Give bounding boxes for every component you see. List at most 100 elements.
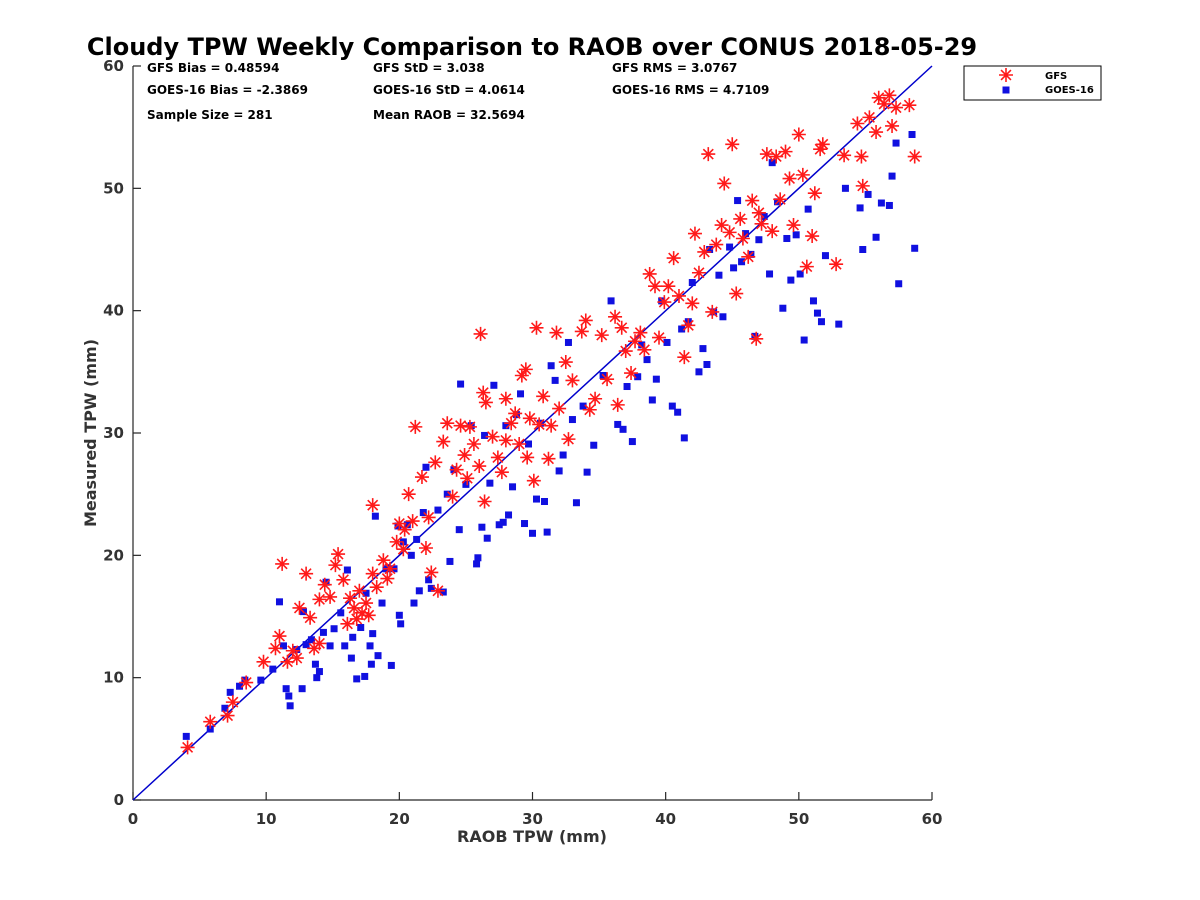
gfs-point bbox=[508, 406, 523, 421]
gfs-point bbox=[807, 186, 822, 201]
gfs-point bbox=[518, 362, 533, 377]
goes16-point bbox=[286, 702, 294, 710]
goes16-point bbox=[337, 609, 345, 617]
gfs-point bbox=[652, 330, 667, 345]
goes16-point bbox=[568, 416, 576, 424]
goes16-point bbox=[257, 676, 265, 684]
gfs-point bbox=[907, 149, 922, 164]
gfs-point bbox=[256, 654, 271, 669]
goes16-point bbox=[543, 528, 551, 536]
stat-gfs-std: GFS StD = 3.038 bbox=[373, 61, 485, 75]
legend-goes16-label: GOES-16 bbox=[1045, 85, 1094, 96]
gfs-point bbox=[749, 331, 764, 346]
gfs-point bbox=[504, 416, 519, 431]
goes16-point bbox=[551, 376, 559, 384]
gfs-point bbox=[877, 96, 892, 111]
goes16-point bbox=[521, 520, 529, 528]
goes16-point bbox=[787, 276, 795, 284]
gfs-point bbox=[397, 522, 412, 537]
goes16-point bbox=[182, 732, 190, 740]
gfs-point bbox=[624, 366, 639, 381]
gfs-point bbox=[902, 98, 917, 113]
gfs-point bbox=[303, 610, 318, 625]
goes16-point bbox=[285, 692, 293, 700]
gfs-point bbox=[405, 514, 420, 529]
goes16-point bbox=[859, 246, 867, 253]
gfs-point bbox=[307, 641, 322, 656]
gfs-point bbox=[352, 583, 367, 598]
gfs-point bbox=[677, 350, 692, 365]
gfs-point bbox=[717, 176, 732, 191]
gfs-point bbox=[671, 288, 686, 303]
goes16-point bbox=[540, 498, 548, 506]
goes16-point bbox=[410, 599, 418, 607]
gfs-point bbox=[722, 225, 737, 240]
gfs-point bbox=[436, 434, 451, 449]
goes16-point bbox=[559, 451, 567, 459]
gfs-point bbox=[365, 498, 380, 513]
gfs-point bbox=[522, 411, 537, 426]
goes16-point bbox=[911, 244, 919, 252]
gfs-point bbox=[272, 629, 287, 644]
goes16-point bbox=[895, 280, 903, 288]
goes16-point bbox=[495, 521, 503, 529]
legend-gfs-label: GFS bbox=[1045, 71, 1067, 82]
gfs-point bbox=[855, 178, 870, 193]
goes16-point bbox=[800, 336, 808, 344]
gfs-point bbox=[687, 226, 702, 241]
goes16-point bbox=[279, 642, 287, 650]
goes16-point bbox=[779, 304, 787, 312]
gfs-point bbox=[477, 494, 492, 509]
y-tick-label: 30 bbox=[103, 424, 124, 442]
gfs-point bbox=[472, 459, 487, 474]
goes16-point bbox=[434, 506, 442, 514]
goes16-point bbox=[738, 258, 746, 266]
legend-gfs-marker bbox=[999, 68, 1013, 82]
goes16-point bbox=[478, 523, 486, 531]
goes16-point bbox=[703, 360, 711, 368]
gfs-point bbox=[751, 205, 766, 220]
series-gfs bbox=[180, 88, 922, 755]
gfs-point bbox=[799, 259, 814, 274]
goes16-point bbox=[413, 535, 421, 543]
gfs-point bbox=[289, 651, 304, 666]
gfs-point bbox=[805, 229, 820, 244]
y-tick-label: 40 bbox=[103, 302, 124, 320]
goes16-point bbox=[302, 641, 310, 649]
gfs-point bbox=[317, 577, 332, 592]
goes16-point bbox=[643, 356, 651, 364]
goes16-point bbox=[892, 139, 900, 147]
gfs-point bbox=[541, 451, 556, 466]
gfs-point bbox=[299, 566, 314, 581]
gfs-point bbox=[733, 211, 748, 226]
goes16-point bbox=[439, 588, 447, 596]
gfs-point bbox=[532, 417, 547, 432]
stats-block: GFS Bias = 0.48594 GFS StD = 3.038 GFS R… bbox=[147, 61, 769, 122]
gfs-point bbox=[578, 313, 593, 328]
goes16-point bbox=[628, 438, 636, 446]
goes16-point bbox=[462, 480, 470, 488]
gfs-point bbox=[408, 419, 423, 434]
legend-goes16-symbol bbox=[1002, 86, 1010, 94]
goes16-point bbox=[908, 131, 916, 139]
goes16-point bbox=[387, 661, 395, 669]
gfs-point bbox=[685, 296, 700, 311]
gfs-point bbox=[349, 611, 364, 626]
goes16-point bbox=[505, 511, 513, 519]
legend-goes16-marker bbox=[1002, 86, 1010, 94]
gfs-point bbox=[457, 448, 472, 463]
goes16-point bbox=[804, 205, 812, 213]
goes16-point bbox=[590, 441, 598, 449]
goes16-point bbox=[366, 642, 374, 650]
goes16-point bbox=[678, 325, 686, 333]
gfs-point bbox=[225, 695, 240, 710]
gfs-point bbox=[514, 368, 529, 383]
gfs-point bbox=[418, 540, 433, 555]
y-tick-label: 60 bbox=[103, 57, 124, 75]
gfs-point bbox=[421, 510, 436, 525]
legend: GFS GOES-16 bbox=[963, 65, 1102, 101]
gfs-point bbox=[512, 437, 527, 452]
goes16-point bbox=[293, 646, 301, 654]
x-tick-label: 10 bbox=[256, 810, 277, 828]
goes16-point bbox=[715, 271, 723, 279]
